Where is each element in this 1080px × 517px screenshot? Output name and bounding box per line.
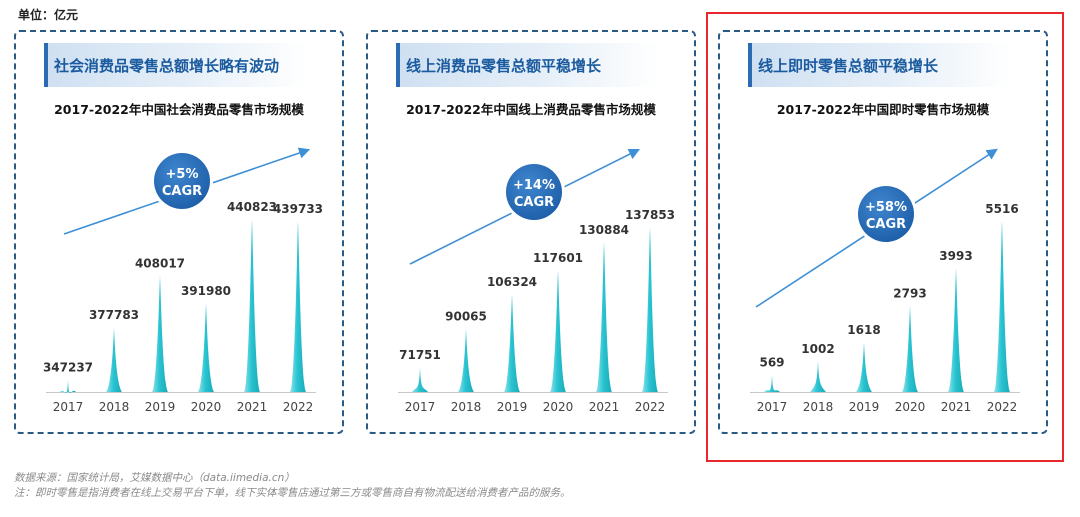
bar	[856, 341, 872, 392]
x-tick-label: 2017	[405, 400, 436, 414]
data-source-note: 数据来源：国家统计局，艾媒数据中心（data.iimedia.cn）	[14, 472, 295, 484]
x-tick-label: 2017	[53, 400, 84, 414]
bar	[60, 379, 76, 394]
highlight-frame	[706, 12, 1064, 462]
bar	[198, 302, 214, 392]
panel-header: 社会消费品零售总额增长略有波动	[44, 43, 308, 87]
panel-header-title: 社会消费品零售总额增长略有波动	[54, 57, 280, 75]
x-tick-label: 2022	[283, 400, 314, 414]
data-label: 137853	[625, 208, 675, 222]
bar	[152, 275, 168, 392]
data-label: 440823	[227, 200, 277, 214]
cagr-badge: +58% CAGR	[855, 183, 917, 245]
cagr-badge-circle	[858, 186, 914, 242]
cagr-value: +14%	[513, 178, 555, 193]
bar	[504, 293, 520, 392]
x-tick-label: 2019	[849, 400, 880, 414]
panel-header-title: 线上即时零售总额平稳增长	[758, 57, 939, 75]
bar	[550, 270, 566, 392]
bar	[902, 305, 918, 392]
bar	[810, 360, 826, 392]
data-label: 5516	[985, 202, 1018, 216]
chart-svg: 569 2017 1002 2018 1618 2019 2793 2020 3993 2021 5…	[750, 148, 1020, 414]
cagr-label: CAGR	[162, 184, 202, 199]
x-tick-label: 2020	[191, 400, 222, 414]
data-label: 3993	[939, 249, 972, 263]
panel-header: 线上即时零售总额平稳增长	[748, 43, 1012, 87]
bar	[948, 268, 964, 392]
chart-svg: 347237 2017 377783 2018 408017 2019 391980 2020…	[43, 147, 323, 414]
x-tick-label: 2019	[497, 400, 528, 414]
definition-note: 注：即时零售是指消费者在线上交易平台下单，线下实体零售店通过第三方或零售商自有物…	[14, 487, 571, 499]
x-tick-label: 2021	[237, 400, 268, 414]
x-tick-label: 2018	[451, 400, 482, 414]
chart-title: 2017-2022年中国线上消费品零售市场规模	[406, 102, 656, 117]
x-tick-label: 2022	[635, 400, 666, 414]
x-tick-label: 2019	[145, 400, 176, 414]
cagr-badge-circle	[154, 153, 210, 209]
data-label: 1002	[801, 342, 834, 356]
data-label: 117601	[533, 251, 583, 265]
x-tick-label: 2020	[543, 400, 574, 414]
x-tick-label: 2021	[589, 400, 620, 414]
bar	[994, 220, 1010, 392]
chart-title: 2017-2022年中国即时零售市场规模	[776, 102, 990, 117]
chart-title: 2017-2022年中国社会消费品零售市场规模	[54, 102, 304, 117]
bar	[412, 367, 428, 392]
data-label: 391980	[181, 284, 231, 298]
bar	[764, 374, 780, 392]
x-tick-label: 2021	[941, 400, 972, 414]
x-tick-label: 2022	[987, 400, 1018, 414]
cagr-badge-circle	[506, 164, 562, 220]
x-tick-label: 2018	[99, 400, 130, 414]
chart-panel-online: 线上消费品零售总额平稳增长 2017-2022年中国线上消费品零售市场规模 71…	[366, 30, 696, 434]
cagr-value: +5%	[166, 167, 199, 182]
chart-panel-instant: 线上即时零售总额平稳增长 2017-2022年中国即时零售市场规模 569 201…	[718, 30, 1048, 434]
bar	[458, 328, 474, 392]
panel-header: 线上消费品零售总额平稳增长	[396, 43, 660, 87]
data-label: 408017	[135, 256, 185, 270]
x-tick-label: 2020	[895, 400, 926, 414]
x-tick-label: 2018	[803, 400, 834, 414]
panel-header-title: 线上消费品零售总额平稳增长	[406, 57, 602, 75]
data-label: 569	[759, 355, 784, 369]
data-label: 106324	[487, 275, 537, 289]
data-label: 347237	[43, 361, 93, 375]
chart-panel-retail: 社会消费品零售总额增长略有波动 2017-2022年中国社会消费品零售市场规模 …	[14, 30, 344, 434]
data-label: 377783	[89, 308, 139, 322]
data-label: 2793	[893, 286, 926, 300]
data-label: 90065	[445, 309, 487, 323]
bar	[642, 227, 658, 392]
bar	[290, 221, 306, 392]
data-label: 130884	[579, 223, 629, 237]
cagr-label: CAGR	[866, 217, 906, 232]
cagr-value: +58%	[865, 200, 907, 215]
unit-label: 单位：亿元	[18, 8, 79, 22]
cagr-label: CAGR	[514, 195, 554, 210]
chart-svg: 71751 2017 90065 2018 106324 2019 117601 2020 13…	[398, 148, 675, 414]
data-label: 439733	[273, 202, 323, 216]
data-label: 71751	[399, 348, 441, 362]
bar	[596, 241, 612, 392]
bar	[106, 327, 122, 392]
data-label: 1618	[847, 323, 880, 337]
bar	[244, 219, 260, 392]
x-tick-label: 2017	[757, 400, 788, 414]
cagr-badge: +14% CAGR	[503, 161, 565, 223]
cagr-badge: +5% CAGR	[151, 150, 213, 212]
